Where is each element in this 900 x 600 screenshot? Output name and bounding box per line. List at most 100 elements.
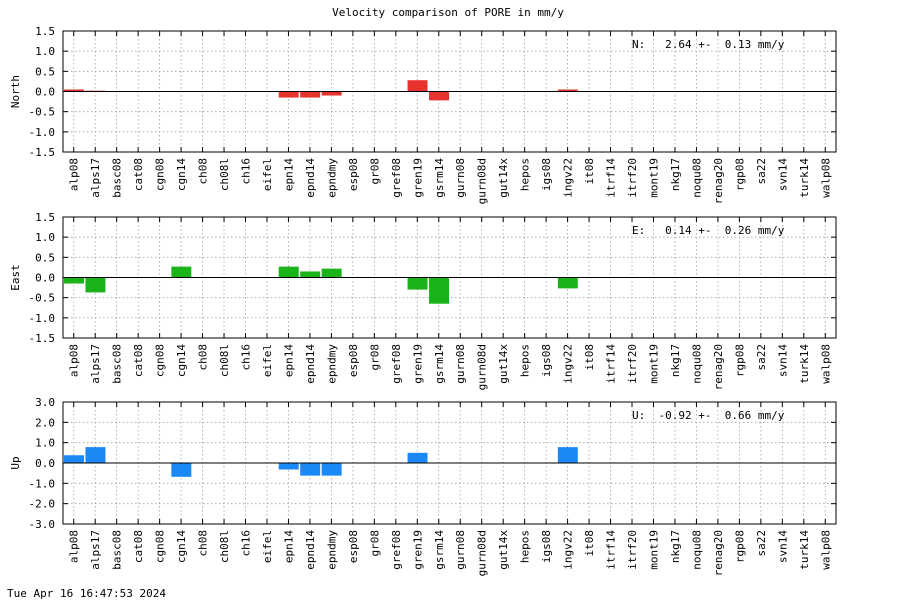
- x-tick-label: gurn08: [454, 344, 467, 384]
- x-tick-label: gsrm14: [433, 530, 446, 570]
- x-tick-label: alps17: [89, 158, 102, 198]
- x-tick-label: gr08: [368, 344, 381, 371]
- bar-gren19: [407, 80, 428, 92]
- x-tick-label: ch08: [197, 530, 210, 557]
- x-tick-label: renag20: [712, 530, 725, 576]
- bar-cgn14: [171, 463, 192, 477]
- x-tick-label: gut14x: [497, 158, 510, 198]
- plot-frame: [62, 30, 837, 153]
- x-tick-label: it08: [583, 530, 596, 557]
- x-tick-label: cgn14: [175, 158, 188, 191]
- bar-epn14: [278, 266, 299, 278]
- bar-gren19: [407, 452, 428, 463]
- x-tick-label: cgn08: [154, 344, 167, 377]
- y-tick-label: 0.5: [35, 65, 55, 78]
- bar-alps17: [85, 277, 106, 293]
- x-tick-label: hepos: [519, 158, 532, 191]
- x-tick-label: nkg17: [669, 158, 682, 191]
- x-tick-label: walp08: [819, 344, 832, 384]
- x-tick-label: eifel: [261, 530, 274, 563]
- x-tick-label: ingv22: [562, 530, 575, 570]
- x-tick-label: gref08: [390, 530, 403, 570]
- x-tick-label: turk14: [798, 158, 811, 198]
- x-tick-label: svn14: [776, 530, 789, 563]
- x-tick-label: gsrm14: [433, 344, 446, 384]
- x-tick-label: itrf14: [605, 158, 618, 198]
- chart-panels: 1.5 1.0 0.5 0.0 -0.5 -1.0 -1.5 alp08 alps17 basc0…: [9, 25, 837, 576]
- x-tick-label: gurn08d: [476, 158, 489, 204]
- x-tick-label: gren19: [411, 344, 424, 384]
- x-tick-label: gurn08d: [476, 530, 489, 576]
- x-tick-label: walp08: [819, 158, 832, 198]
- x-tick-label: renag20: [712, 158, 725, 204]
- y-axis-label: East: [9, 264, 22, 291]
- bar-gsrm14: [429, 277, 449, 304]
- x-tick-label: ch08l: [218, 344, 231, 377]
- x-tick-label: ch08: [197, 344, 210, 371]
- x-tick-label: itrf20: [626, 530, 639, 570]
- x-tick-label: gut14x: [497, 344, 510, 384]
- y-tick-label: -0.5: [29, 106, 56, 119]
- panel-east: 1.5 1.0 0.5 0.0 -0.5 -1.0 -1.5 alp08 alps17 basc0…: [9, 211, 837, 390]
- x-tick-label: epndmy: [325, 158, 338, 198]
- x-tick-label: alp08: [68, 158, 81, 191]
- x-tick-label: svn14: [776, 344, 789, 377]
- x-tick-label: igs08: [540, 158, 553, 191]
- x-tick-label: alps17: [89, 530, 102, 570]
- x-tick-label: gren19: [411, 530, 424, 570]
- x-tick-label: cat08: [132, 344, 145, 377]
- x-tick-label: rgp08: [733, 158, 746, 191]
- x-tick-label: basc08: [111, 158, 124, 198]
- y-tick-label: -1.5: [29, 146, 56, 159]
- x-tick-label: cgn08: [154, 530, 167, 563]
- x-tick-label: itrf14: [605, 530, 618, 570]
- bar-epndmy: [321, 91, 342, 96]
- x-tick-label: noqu08: [690, 158, 703, 198]
- x-tick-label: ingv22: [562, 344, 575, 384]
- x-tick-label: mont19: [647, 344, 660, 384]
- x-tick-label: renag20: [712, 344, 725, 390]
- x-tick-label: nkg17: [669, 530, 682, 563]
- y-axis-label: North: [9, 75, 22, 108]
- x-tick-label: cat08: [132, 158, 145, 191]
- x-tick-label: eifel: [261, 344, 274, 377]
- x-tick-label: it08: [583, 158, 596, 185]
- y-tick-label: 0.5: [35, 251, 55, 264]
- x-tick-label: esp08: [347, 158, 360, 191]
- x-tick-label: sa22: [755, 344, 768, 371]
- x-tick-label: itrf14: [605, 344, 618, 384]
- y-tick-label: 2.0: [35, 416, 55, 429]
- y-tick-label: -0.5: [29, 292, 56, 305]
- y-tick-label: -3.0: [29, 518, 56, 531]
- bar-epnd14: [300, 91, 321, 98]
- chart-title: Velocity comparison of PORE in mm/y: [332, 6, 564, 19]
- x-tick-label: it08: [583, 344, 596, 371]
- x-tick-label: alps17: [89, 344, 102, 384]
- x-tick-label: esp08: [347, 344, 360, 377]
- y-tick-label: 1.0: [35, 45, 55, 58]
- x-tick-label: noqu08: [690, 344, 703, 384]
- y-tick-label: 1.5: [35, 25, 55, 38]
- x-tick-label: alp08: [68, 530, 81, 563]
- y-tick-label: -1.0: [29, 312, 56, 325]
- stats-annotation: U: -0.92 +- 0.66 mm/y: [632, 409, 785, 422]
- x-tick-label: epnd14: [304, 158, 317, 198]
- x-tick-label: gsrm14: [433, 158, 446, 198]
- x-tick-label: gref08: [390, 158, 403, 198]
- x-tick-label: eifel: [261, 158, 274, 191]
- y-tick-label: -1.0: [29, 126, 56, 139]
- bar-ingv22: [557, 447, 578, 463]
- x-tick-label: hepos: [519, 344, 532, 377]
- x-tick-label: cgn14: [175, 344, 188, 377]
- x-tick-label: gut14x: [497, 530, 510, 570]
- bar-cgn14: [171, 266, 192, 278]
- y-tick-label: 1.5: [35, 211, 55, 224]
- x-tick-label: ch16: [240, 344, 253, 371]
- y-tick-label: 1.0: [35, 231, 55, 244]
- x-tick-label: rgp08: [733, 344, 746, 377]
- x-tick-label: epnd14: [304, 344, 317, 384]
- x-tick-label: cgn08: [154, 158, 167, 191]
- x-tick-label: gurn08: [454, 530, 467, 570]
